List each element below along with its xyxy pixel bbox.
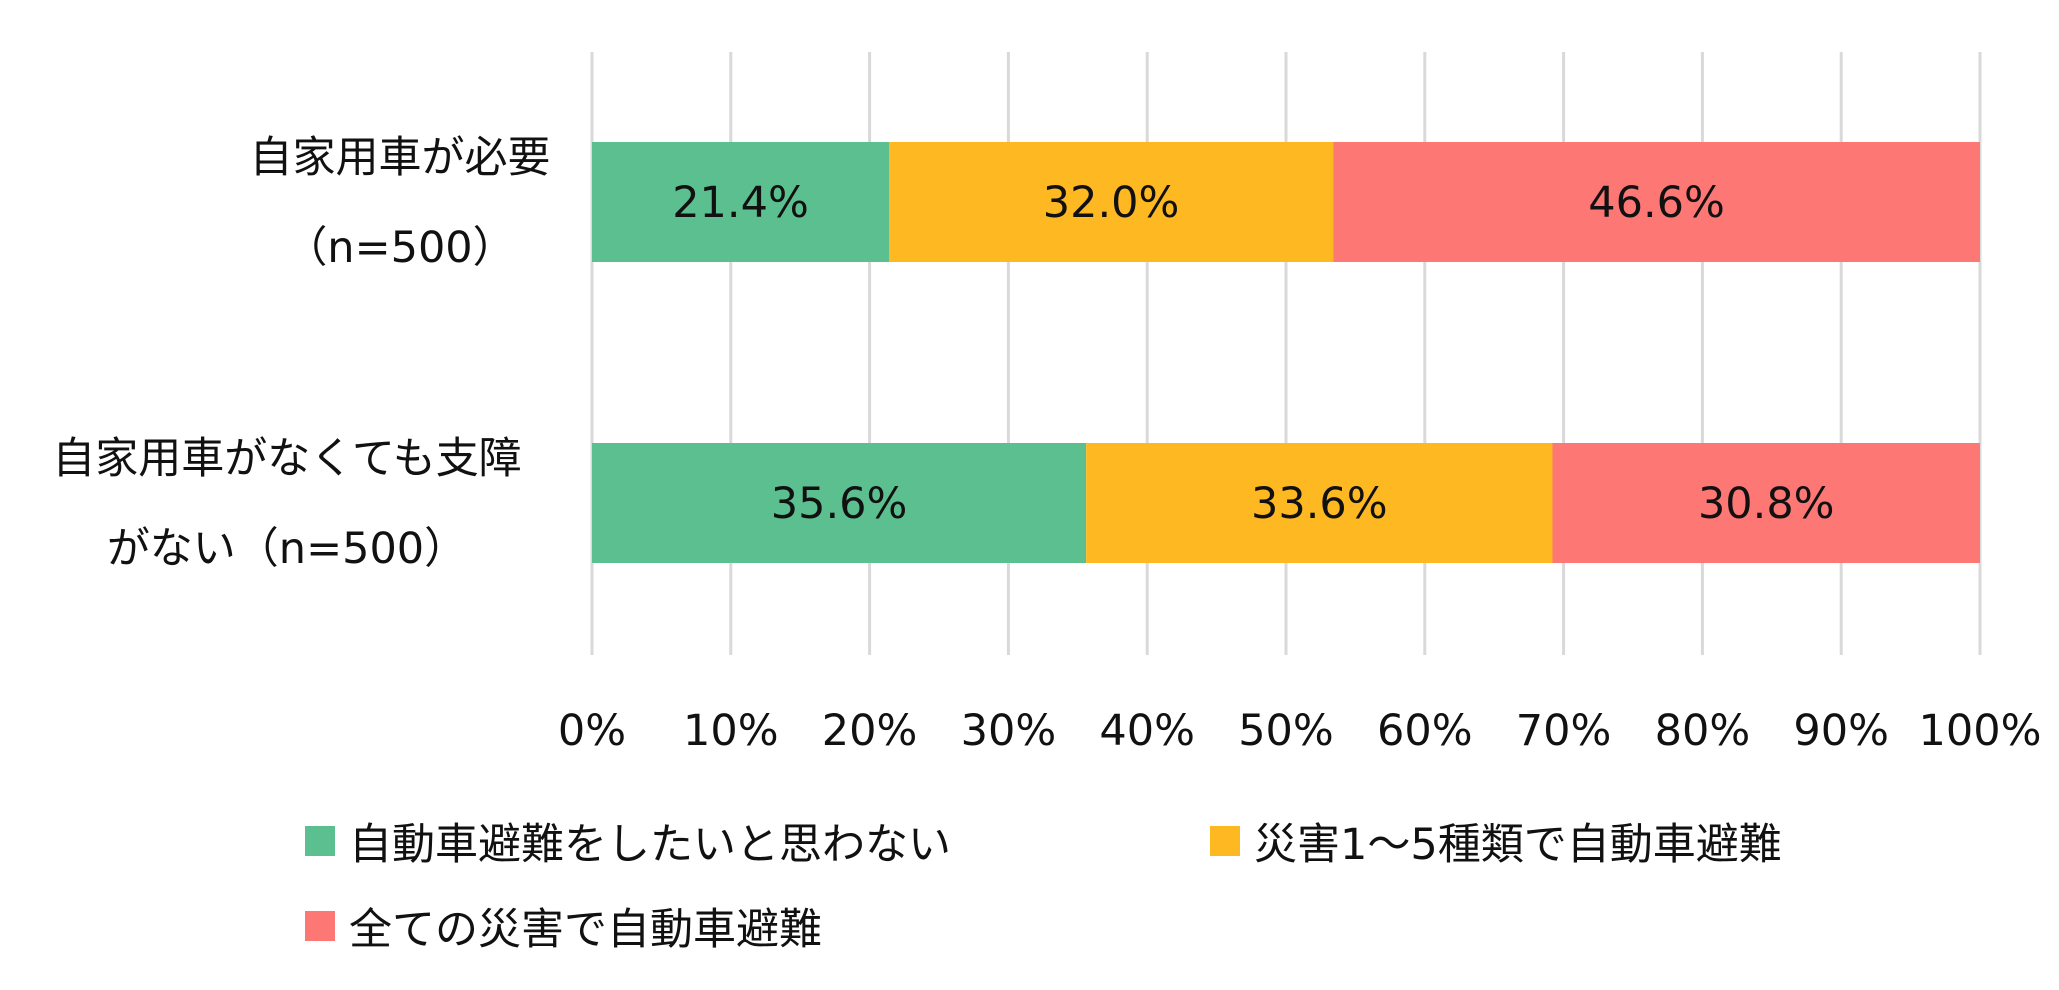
x-tick-label: 40%	[1099, 706, 1195, 756]
category-label: （n=500）	[284, 223, 515, 273]
x-axis-tick-labels: 0% 10% 20% 30% 40% 50% 60% 70% 80% 90% 100%	[558, 706, 2042, 756]
x-tick-label: 90%	[1793, 706, 1889, 756]
x-tick-label: 100%	[1919, 706, 2042, 756]
data-label: 46.6%	[1588, 178, 1725, 228]
x-tick-label: 0%	[558, 706, 626, 756]
category-label: 自家用車が必要	[250, 133, 551, 183]
data-labels: 21.4% 32.0% 46.6% 35.6% 33.6% 30.8%	[672, 178, 1834, 529]
x-tick-label: 80%	[1655, 706, 1751, 756]
bar-segment	[1333, 142, 1980, 262]
x-tick-label: 10%	[683, 706, 779, 756]
data-label: 35.6%	[771, 479, 908, 529]
bars	[592, 142, 1980, 563]
bar-segment	[592, 142, 890, 262]
x-tick-label: 60%	[1377, 706, 1473, 756]
category-label: がない（n=500）	[107, 524, 467, 574]
bar-segment	[1552, 443, 1980, 563]
x-tick-label: 70%	[1516, 706, 1612, 756]
data-label: 21.4%	[672, 178, 809, 228]
x-tick-label: 50%	[1238, 706, 1334, 756]
x-tick-label: 20%	[822, 706, 918, 756]
data-label: 30.8%	[1698, 479, 1835, 529]
bar-segment	[1086, 443, 1553, 563]
x-tick-label: 30%	[961, 706, 1057, 756]
bar-segment	[592, 443, 1087, 563]
bar-segment	[889, 142, 1334, 262]
data-label: 33.6%	[1251, 479, 1388, 529]
data-label: 32.0%	[1043, 178, 1180, 228]
category-label: 自家用車がなくても支障	[52, 434, 522, 484]
